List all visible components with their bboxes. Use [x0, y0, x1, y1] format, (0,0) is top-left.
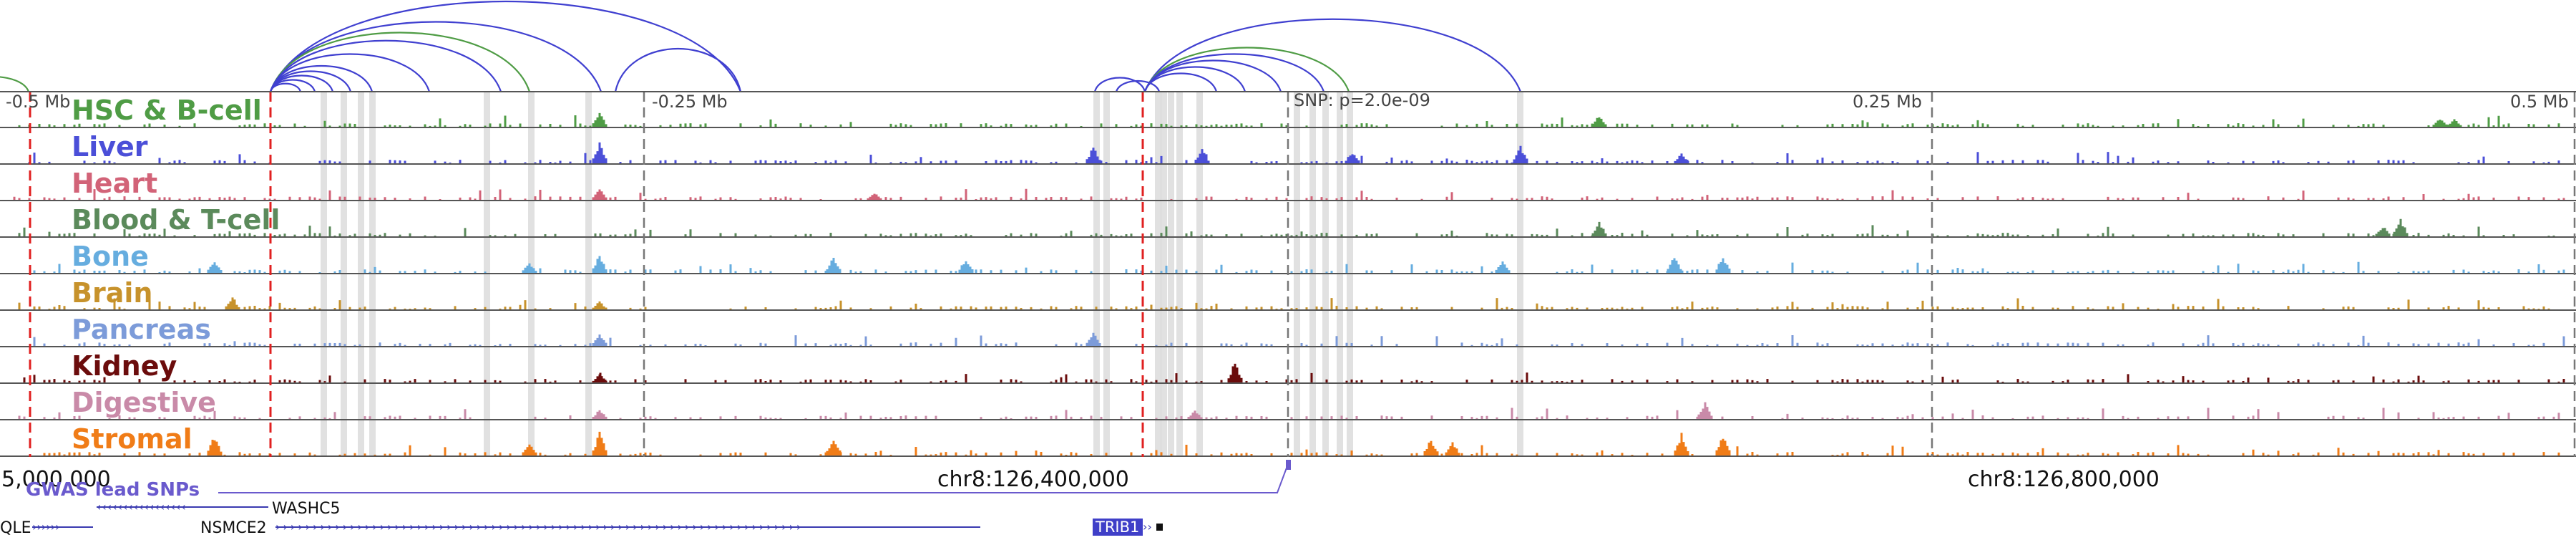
coordinate-label-right: chr8:126,800,000 [1968, 467, 2160, 492]
snp-pvalue-label: SNP: p=2.0e-09 [1294, 90, 1430, 110]
track-label-liver: Liver [72, 131, 148, 163]
gene-label-qle: QLE [0, 519, 31, 537]
loop-arc [0, 76, 30, 92]
track-signal-peaks [207, 256, 1731, 273]
gene-label-trib1: TRIB1 [1095, 519, 1139, 536]
track-label-blood-t-cell: Blood & T-cell [72, 204, 280, 236]
track-signal-peaks [592, 363, 1243, 382]
gwas-bracket-line [218, 463, 1289, 493]
track-signal-noise [33, 334, 2565, 346]
track-signal-peaks [592, 142, 1689, 163]
loop-arc [269, 53, 431, 92]
position-markers [0, 91, 2576, 457]
coordinate-label-middle: chr8:126,400,000 [937, 467, 1129, 492]
track-signal-noise [23, 372, 2565, 382]
track-signal-peaks [592, 402, 1713, 419]
track-signal-peaks [592, 189, 882, 200]
track-signal-noise [18, 225, 2555, 236]
gene-trib1-box [1093, 519, 1143, 536]
loop-arc [1143, 18, 1522, 92]
gene-qle-arrows: ›››››› [32, 520, 59, 534]
loop-arc [1093, 77, 1146, 92]
track-signal-noise [43, 444, 2560, 455]
coordinate-label-left: 5,000,000 [1, 467, 111, 492]
gene-trib1-end-exon [1156, 524, 1163, 531]
distance-label-plus-0-25mb: 0.25 Mb [1853, 92, 1922, 112]
track-signal-peaks [592, 112, 2462, 127]
loop-arc [1143, 72, 1218, 92]
distance-label-minus-0-5mb: -0.5 Mb [6, 92, 70, 112]
gwas-lead-snp-marker [1286, 460, 1291, 470]
loop-arc [1143, 47, 1350, 92]
gene-label-nsmce2: NSMCE2 [200, 519, 267, 537]
distance-label-plus-0-5mb: 0.5 Mb [2510, 92, 2569, 112]
track-label-stromal: Stromal [72, 423, 192, 455]
track-signal-noise [18, 298, 2550, 309]
loop-arc [614, 47, 742, 92]
gene-trib1-arrows: ›› [1143, 520, 1152, 534]
track-signal-noise [13, 188, 2565, 200]
chromatin-loops-layer [0, 0, 1522, 92]
loop-arc [269, 82, 302, 92]
track-label-pancreas: Pancreas [72, 314, 211, 345]
gene-washc5-arrows: ‹‹‹‹‹‹‹‹‹‹‹‹‹‹‹‹‹ [97, 500, 187, 514]
atac-signal-tracks [0, 112, 2576, 457]
loop-arc [1143, 53, 1325, 92]
loop-arc [269, 39, 502, 92]
track-label-hsc-b-cell: HSC & B-cell [72, 95, 262, 126]
gene-label-washc5: WASHC5 [272, 500, 340, 518]
track-signal-peaks [1591, 218, 2409, 236]
track-labels: HSC & B-cell Liver Heart Blood & T-cell … [72, 95, 280, 455]
loop-arc [1115, 79, 1161, 92]
gwas-track: GWAS lead SNPs [26, 460, 1291, 501]
track-signal-noise [18, 408, 2560, 419]
genomic-coordinate-axis: 5,000,000 chr8:126,400,000 chr8:126,800,… [1, 467, 2160, 492]
track-label-digestive: Digestive [72, 387, 216, 418]
track-label-bone: Bone [72, 241, 149, 272]
track-signal-noise [33, 261, 2565, 273]
track-signal-peaks [592, 332, 1101, 346]
track-signal-peaks [225, 297, 608, 309]
gene-nsmce2-arrows: ››››››››››››››››››››››››››››››››››››››››… [275, 520, 804, 534]
track-signal-peaks [207, 431, 1731, 455]
gwas-lead-snps-label: GWAS lead SNPs [26, 479, 200, 501]
track-signal-noise [18, 115, 2560, 127]
loop-arc [269, 32, 531, 92]
gene-annotation-track: ‹‹‹‹‹‹‹‹‹‹‹‹‹‹‹‹‹ WASHC5 QLE ›››››› NSMC… [0, 500, 1163, 537]
track-label-heart: Heart [72, 168, 157, 199]
track-label-kidney: Kidney [72, 350, 177, 382]
track-label-brain: Brain [72, 277, 152, 309]
distance-label-minus-0-25mb: -0.25 Mb [652, 92, 728, 112]
loop-arc [269, 0, 742, 92]
